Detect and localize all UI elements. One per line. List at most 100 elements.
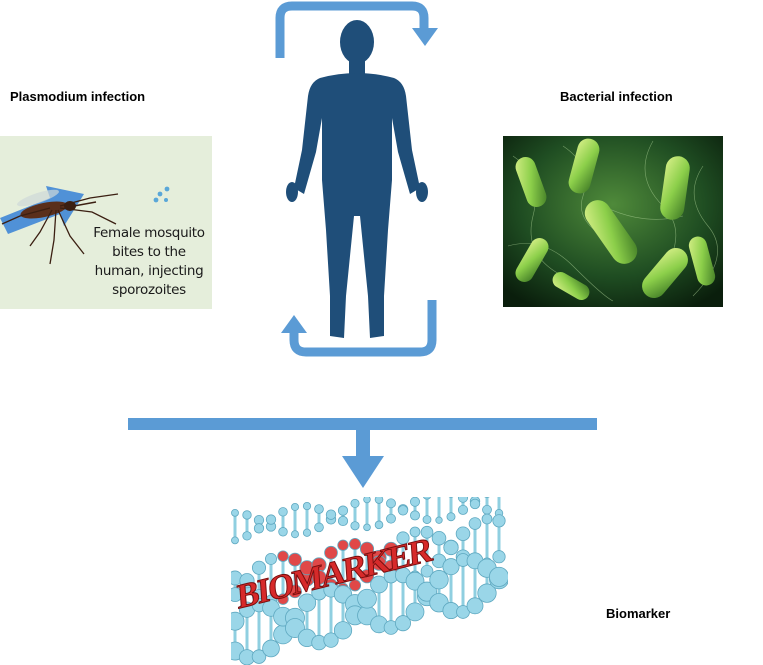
dna-bead (446, 512, 456, 522)
dna-bead (288, 584, 302, 599)
dna-bead (482, 504, 492, 515)
dna-bead (278, 507, 288, 517)
bacteria-panel (503, 136, 723, 307)
dna-bead (363, 497, 371, 504)
dna-bead (333, 621, 353, 640)
dna-bead (359, 541, 375, 556)
human-silhouette-icon (286, 20, 428, 338)
dna-bead (466, 597, 484, 615)
dna-bead (277, 593, 289, 605)
dna-bead (357, 588, 377, 609)
dna-bead (262, 639, 280, 658)
dna-bead (431, 530, 447, 546)
biomarker-image-word: BIOMARKER (236, 530, 435, 617)
dna-bead (277, 550, 289, 562)
dna-bead (469, 498, 481, 510)
dna-bead (265, 514, 277, 525)
dna-bead (253, 523, 265, 534)
dna-bead (374, 520, 384, 530)
dna-bead (492, 514, 506, 528)
connector-arrowhead (342, 456, 384, 488)
dna-bead (291, 530, 299, 539)
dna-bead (477, 583, 497, 603)
dna-bead (374, 497, 384, 504)
dna-bead (348, 579, 362, 592)
bottom-cycle-arrow (289, 300, 437, 357)
dna-bead (455, 526, 471, 541)
dna-bead (302, 528, 312, 537)
dna-bead (492, 550, 506, 564)
caption-line: bites to the (112, 244, 186, 260)
dna-bead (481, 513, 493, 525)
dna-bead (251, 649, 267, 664)
dna-bead (410, 497, 420, 507)
dna-bead (422, 515, 432, 524)
plasmodium-panel: Female mosquito bites to the human, inje… (0, 136, 212, 309)
dna-bead (442, 558, 460, 576)
dna-bead (350, 521, 360, 531)
biomarker-label: Biomarker (606, 606, 671, 621)
dna-bead (297, 593, 317, 612)
dna-bead (409, 526, 421, 538)
dna-bead (363, 523, 371, 532)
bottom-cycle-arrowhead (281, 315, 307, 333)
dna-bead (370, 575, 388, 594)
dna-bead (324, 545, 338, 560)
dna-bead (325, 509, 337, 520)
dna-bead (489, 566, 508, 587)
dna-bead (311, 569, 327, 585)
connector-stem (356, 428, 370, 458)
dna-bead (420, 525, 434, 539)
dna-bead (420, 564, 434, 578)
dna-bead (231, 587, 243, 603)
dna-bead (314, 522, 324, 533)
dna-bead (337, 539, 349, 551)
top-cycle-arrow (275, 1, 429, 58)
dna-bead (350, 498, 360, 508)
biomarker-panel: BIOMARKER (231, 497, 508, 665)
dna-bead (383, 541, 399, 557)
dna-bead (386, 513, 396, 524)
dna-bead (302, 501, 312, 511)
dna-bead (348, 538, 362, 551)
dna-bead (323, 632, 339, 648)
dna-bead (314, 504, 324, 514)
dna-bead (231, 611, 245, 631)
caption-line: Female mosquito (93, 225, 205, 241)
caption-line: sporozoites (112, 282, 186, 298)
mosquito-icon (0, 186, 170, 265)
dna-bead (484, 497, 490, 498)
dna-bead (396, 531, 410, 545)
dna-bead (231, 508, 239, 517)
connector-bar (128, 418, 597, 430)
dna-bead (242, 531, 252, 541)
dna-bead (265, 552, 277, 565)
dna-bead (359, 569, 375, 584)
dna-bead (251, 560, 267, 575)
dna-bead (435, 516, 443, 524)
dna-bead (337, 515, 349, 527)
dna-bead (457, 504, 469, 515)
dna-bead (231, 536, 239, 545)
dna-bead (422, 497, 432, 500)
dna-bead (468, 517, 482, 530)
dna-bead (394, 615, 412, 632)
dna-bead (429, 570, 449, 590)
dna-bead (405, 602, 425, 622)
dna-helix-icon: BIOMARKER (231, 497, 508, 665)
dna-bead (288, 552, 302, 567)
plasmodium-infection-label: Plasmodium infection (10, 89, 146, 104)
dna-bead (278, 527, 288, 537)
dna-bead (386, 498, 396, 509)
mosquito-caption: Female mosquito bites to the human, inje… (86, 224, 212, 300)
bacteria-cluster-icon (503, 136, 723, 307)
dna-bead (291, 503, 299, 511)
dna-bead (457, 497, 469, 503)
caption-line: human, injecting (94, 263, 204, 279)
bacterial-infection-label: Bacterial infection (560, 89, 673, 104)
top-cycle-arrowhead (412, 28, 438, 46)
dna-bead (242, 510, 252, 520)
dna-bead (239, 573, 255, 589)
dna-bead (443, 539, 459, 556)
